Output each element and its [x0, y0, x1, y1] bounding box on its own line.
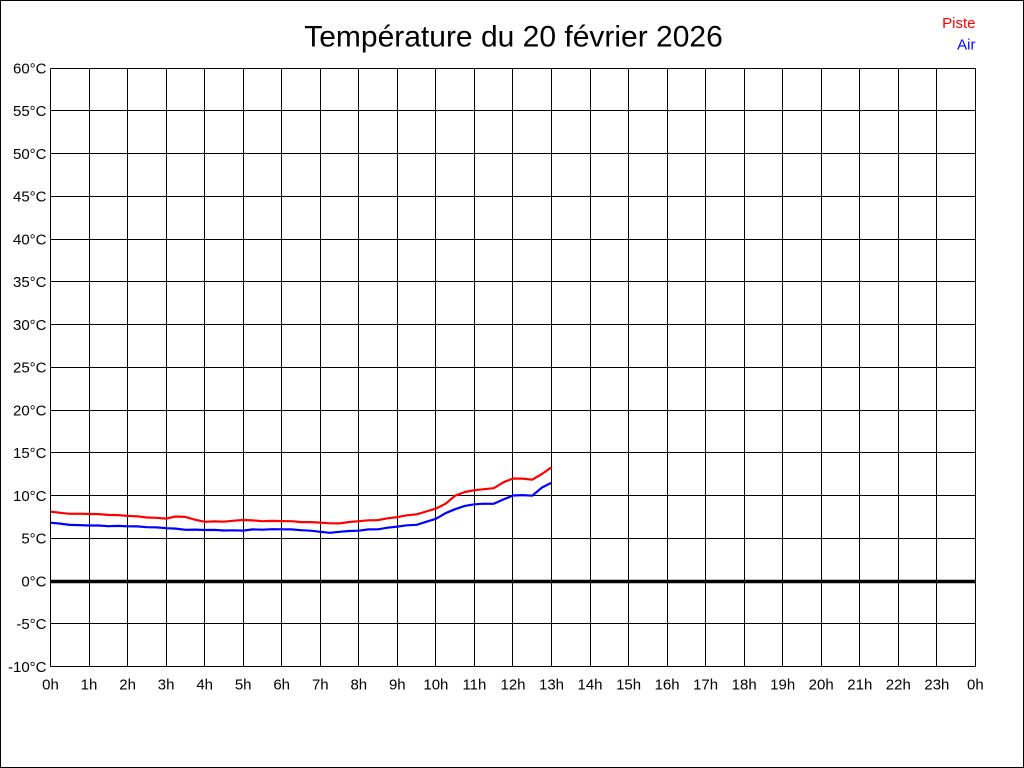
- svg-text:6h: 6h: [273, 676, 290, 693]
- svg-text:23h: 23h: [924, 676, 949, 693]
- svg-text:5°C: 5°C: [21, 531, 46, 548]
- svg-text:1h: 1h: [81, 676, 98, 693]
- svg-text:17h: 17h: [693, 676, 718, 693]
- svg-text:10°C: 10°C: [13, 488, 47, 505]
- svg-text:14h: 14h: [577, 676, 602, 693]
- svg-text:Température du 20 février 2026: Température du 20 février 2026: [304, 20, 723, 53]
- svg-text:-5°C: -5°C: [16, 616, 46, 633]
- svg-text:2h: 2h: [119, 676, 136, 693]
- svg-text:50°C: 50°C: [13, 146, 47, 163]
- svg-text:0h: 0h: [42, 676, 59, 693]
- svg-text:40°C: 40°C: [13, 231, 47, 248]
- svg-text:0°C: 0°C: [21, 573, 46, 590]
- svg-text:5h: 5h: [235, 676, 252, 693]
- svg-text:7h: 7h: [312, 676, 329, 693]
- svg-text:13h: 13h: [539, 676, 564, 693]
- svg-text:18h: 18h: [732, 676, 757, 693]
- svg-text:20h: 20h: [809, 676, 834, 693]
- svg-text:9h: 9h: [389, 676, 406, 693]
- svg-text:22h: 22h: [886, 676, 911, 693]
- svg-text:30°C: 30°C: [13, 317, 47, 334]
- svg-text:45°C: 45°C: [13, 189, 47, 206]
- svg-text:19h: 19h: [770, 676, 795, 693]
- svg-text:15°C: 15°C: [13, 445, 47, 462]
- svg-text:15h: 15h: [616, 676, 641, 693]
- svg-text:Piste: Piste: [942, 15, 975, 32]
- svg-text:20°C: 20°C: [13, 402, 47, 419]
- svg-text:8h: 8h: [350, 676, 367, 693]
- svg-text:Air: Air: [957, 37, 975, 54]
- svg-text:-10°C: -10°C: [8, 659, 47, 676]
- svg-text:4h: 4h: [196, 676, 213, 693]
- svg-text:55°C: 55°C: [13, 103, 47, 120]
- svg-text:10h: 10h: [423, 676, 448, 693]
- svg-text:0h: 0h: [967, 676, 984, 693]
- svg-text:60°C: 60°C: [13, 60, 47, 77]
- svg-text:16h: 16h: [655, 676, 680, 693]
- svg-text:21h: 21h: [847, 676, 872, 693]
- svg-text:35°C: 35°C: [13, 274, 47, 291]
- svg-text:25°C: 25°C: [13, 360, 47, 377]
- svg-text:11h: 11h: [462, 676, 486, 693]
- svg-text:3h: 3h: [158, 676, 175, 693]
- svg-text:12h: 12h: [500, 676, 525, 693]
